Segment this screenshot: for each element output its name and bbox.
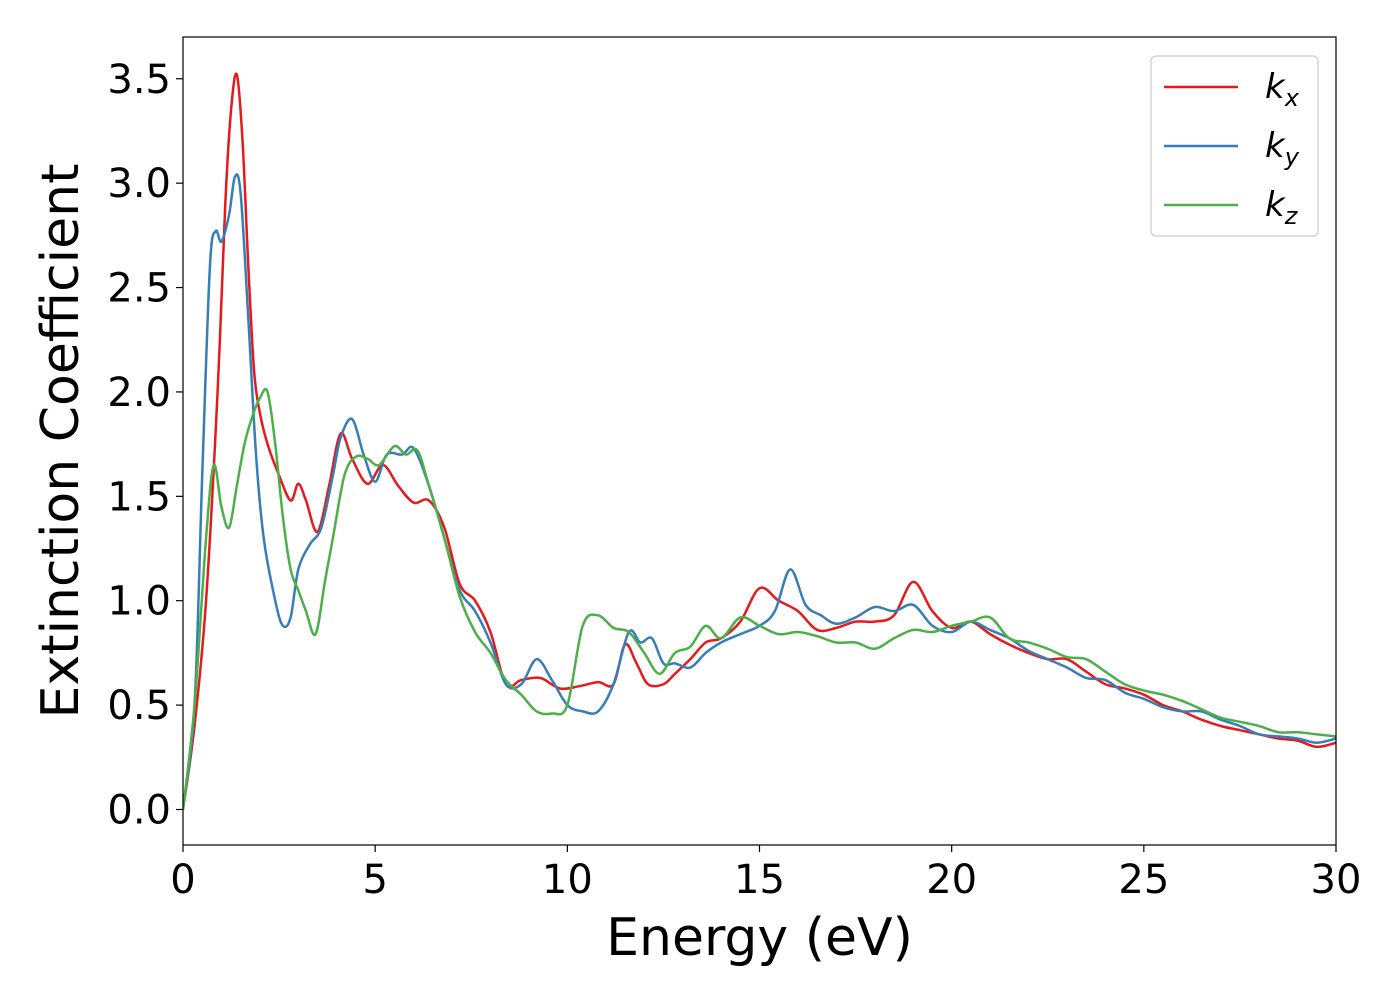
series-line-ky [183,173,1336,810]
y-axis: 0.0 0.5 1.0 1.5 2.0 2.5 3.0 3.5 [107,57,183,834]
y-axis-title: Extinction Coefficient [31,164,91,719]
legend: kx ky kz [1150,55,1319,237]
x-tick-label: 5 [362,857,387,903]
x-tick-label: 0 [170,857,195,903]
x-tick-label: 30 [1311,857,1362,903]
legend-label-kz: kz [1265,185,1299,230]
series-line-kz [183,387,1336,810]
y-tick-label: 3.5 [107,57,171,103]
x-tick-label: 25 [1118,857,1169,903]
y-tick-label: 0.5 [107,683,171,729]
x-axis-title: Energy (eV) [606,908,913,968]
x-axis: 0 5 10 15 20 25 30 [170,845,1361,903]
x-tick-label: 10 [542,857,593,903]
series-layer [183,72,1336,810]
y-tick-label: 0.0 [107,788,171,834]
x-tick-label: 15 [734,857,785,903]
y-tick-label: 3.0 [107,161,171,207]
legend-label-kx: kx [1265,67,1300,112]
y-tick-label: 1.5 [107,474,171,520]
x-tick-label: 20 [926,857,977,903]
y-tick-label: 1.0 [107,579,171,625]
y-tick-label: 2.5 [107,266,171,312]
y-tick-label: 2.0 [107,370,171,416]
legend-label-ky: ky [1265,126,1300,171]
